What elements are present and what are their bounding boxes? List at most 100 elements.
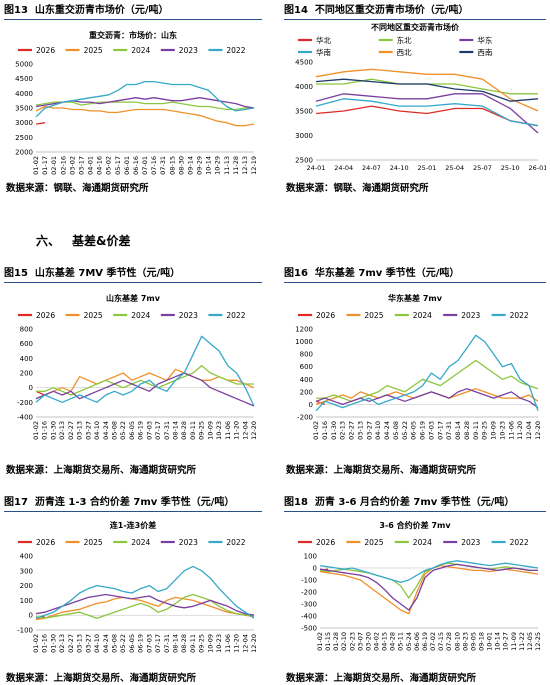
series-line-2026 xyxy=(35,122,46,125)
x-tick-label: 07-31 xyxy=(445,421,453,440)
x-tick-label: 03-02 xyxy=(68,156,76,175)
x-tick-label: 06-01 xyxy=(123,156,131,175)
series-line-华东 xyxy=(315,93,539,134)
x-tick-label: 02-27 xyxy=(348,421,356,440)
legend-item: 2024 xyxy=(113,46,151,55)
y-tick-label: 800 xyxy=(20,326,33,334)
y-tick-label: -300 xyxy=(301,601,317,609)
x-tick-label: 01-16 xyxy=(321,421,329,440)
x-tick-label: 02-13 xyxy=(58,634,66,653)
x-tick-label: 01-16 xyxy=(41,634,49,653)
x-tick-label: 05-08 xyxy=(110,634,118,653)
series-line-2023 xyxy=(315,388,539,409)
x-tick-label: 01-02 xyxy=(32,634,40,653)
y-tick-label: 3000 xyxy=(15,119,33,127)
y-tick-label: 0 xyxy=(313,565,317,573)
legend-label: 2026 xyxy=(316,311,335,320)
x-tick-label: 08-10 xyxy=(453,632,461,651)
x-tick-label: 10-09 xyxy=(206,634,214,653)
x-tick-label: 06-05 xyxy=(128,634,136,653)
x-tick-label: 12-25 xyxy=(534,632,542,651)
legend-label: 西南 xyxy=(477,47,492,57)
x-tick-label: 01-02 xyxy=(32,421,40,440)
x-tick-label: 24-01 xyxy=(307,164,326,172)
y-tick-label: 2500 xyxy=(15,134,33,142)
x-tick-label: 05-22 xyxy=(401,421,409,440)
panel-fig16: 图16 华东基差 7mv 季节性（元/吨） 华东基差 7mv 2026 2025 2… xyxy=(284,265,546,455)
series-line-华南 xyxy=(315,98,539,127)
y-tick-label: 200 xyxy=(20,582,33,590)
x-tick-label: 11-06 xyxy=(507,421,515,440)
y-tick-label: -400 xyxy=(17,414,33,422)
x-tick-label: 06-19 xyxy=(419,421,427,440)
y-tick-label: 600 xyxy=(300,363,313,371)
x-tick-label: 12-19 xyxy=(250,156,258,175)
y-tick-label: 200 xyxy=(20,370,33,378)
figure-title: 图17 沥青连 1-3 合约价差 7mv 季节性（元/吨） xyxy=(4,494,262,512)
y-tick-label: 100 xyxy=(304,553,317,561)
x-tick-label: 03-27 xyxy=(365,421,373,440)
y-tick-label: 3000 xyxy=(295,132,313,140)
legend-item: 2023 xyxy=(160,538,198,547)
x-tick-label: 08-30 xyxy=(177,156,185,175)
x-tick-label: 09-25 xyxy=(198,421,206,440)
figure-title: 图18 沥青 3-6 月合约价差 7mv 季节性（元/吨） xyxy=(284,494,546,512)
y-tick-label: -200 xyxy=(17,399,33,407)
legend-label: 华东 xyxy=(477,35,492,45)
legend-label: 2022 xyxy=(510,311,529,320)
chart-title: 华东基差 7mv xyxy=(388,294,442,303)
x-tick-label: 03-13 xyxy=(76,634,84,653)
x-tick-label: 07-31 xyxy=(163,634,171,653)
legend-label: 2024 xyxy=(131,538,150,547)
y-tick-label: 3500 xyxy=(295,108,313,116)
x-tick-label: 11-09 xyxy=(510,632,518,651)
y-tick-label: 0 xyxy=(309,401,313,409)
legend-item: 2023 xyxy=(443,538,481,547)
x-tick-label: 25-07 xyxy=(473,164,492,172)
series-line-2024 xyxy=(35,593,254,619)
x-tick-label: 02-01 xyxy=(50,156,58,175)
y-tick-label: 400 xyxy=(20,355,33,363)
x-tick-label: 10-09 xyxy=(206,421,214,440)
x-tick-label: 07-03 xyxy=(145,421,153,440)
series-line-华北 xyxy=(315,105,539,127)
x-tick-label: 02-23 xyxy=(348,632,356,651)
x-tick-label: 10-14 xyxy=(494,632,502,651)
series-line-2023 xyxy=(35,372,255,407)
x-tick-label: 02-10 xyxy=(340,632,348,651)
x-tick-label: 09-25 xyxy=(481,421,489,440)
x-tick-label: 12-04 xyxy=(241,634,249,653)
y-tick-label: -200 xyxy=(297,414,313,422)
data-source: 数据来源：上海期货交易所、海通期货研究所 xyxy=(6,465,197,476)
series-line-2025 xyxy=(35,596,255,621)
legend-label: 东北 xyxy=(397,35,412,45)
legend-item: 2024 xyxy=(394,538,432,547)
y-tick-label: 200 xyxy=(300,388,313,396)
chart-spread-3-6: 2026 2025 2024 2023 2022 -500 -400 -300 -200 -100… xyxy=(298,538,542,651)
x-tick-label: 11-20 xyxy=(516,421,524,440)
legend-label: 华南 xyxy=(316,47,331,57)
x-tick-label: 04-24 xyxy=(383,421,391,440)
x-tick-label: 01-28 xyxy=(332,632,340,651)
legend-item: 2026 xyxy=(298,538,335,547)
legend-item: 2023 xyxy=(160,46,198,55)
y-tick-label: -200 xyxy=(301,589,317,597)
y-tick-label: 4000 xyxy=(15,90,33,98)
x-tick-label: 06-05 xyxy=(410,421,418,440)
x-tick-label: 04-24 xyxy=(102,634,110,653)
chart-title: 连1-连3价差 xyxy=(109,521,157,530)
legend-label: 2022 xyxy=(510,538,529,547)
x-tick-label: 09-29 xyxy=(196,156,204,175)
legend-label: 2025 xyxy=(84,311,103,320)
x-tick-label: 12-20 xyxy=(250,634,258,653)
legend-label: 2022 xyxy=(226,311,245,320)
legend-label: 西北 xyxy=(397,48,412,57)
y-tick-label: -100 xyxy=(17,627,33,635)
x-tick-label: 01-16 xyxy=(41,421,49,440)
x-tick-label: 01-30 xyxy=(330,421,338,440)
x-tick-label: 07-01 xyxy=(141,156,149,175)
x-tick-label: 04-16 xyxy=(96,156,104,175)
y-tick-label: 4500 xyxy=(15,75,33,83)
panel-fig18: 图18 沥青 3-6 月合约价差 7mv 季节性（元/吨） 3-6 合约价差 7… xyxy=(284,494,546,666)
legend-label: 2026 xyxy=(36,46,55,55)
